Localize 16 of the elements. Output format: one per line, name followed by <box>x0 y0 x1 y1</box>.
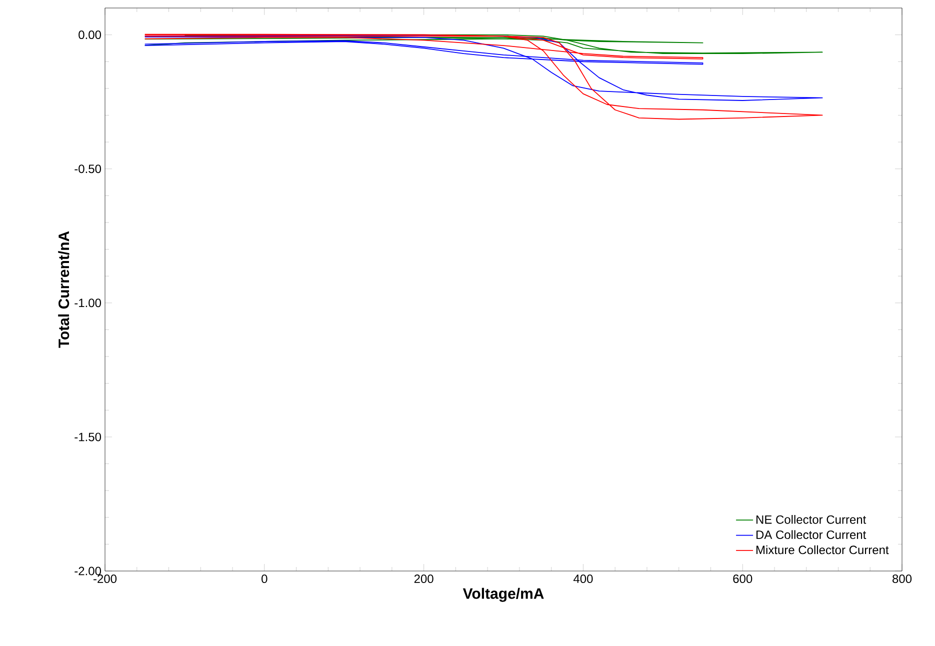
y-tick-label: 0.00 <box>78 30 102 40</box>
legend-label: NE Collector Current <box>756 515 866 524</box>
x-tick-label: 600 <box>733 574 752 584</box>
y-tick-label: -1.00 <box>74 298 102 308</box>
legend-label: Mixture Collector Current <box>756 545 889 554</box>
y-tick-label: -0.50 <box>74 164 102 174</box>
x-tick-label: 200 <box>414 574 434 584</box>
legend-label: DA Collector Current <box>756 530 866 540</box>
y-tick-label: -1.50 <box>74 432 102 442</box>
x-axis-title: Voltage/mA <box>462 588 544 602</box>
y-axis-title: Total Current/nA <box>58 231 70 348</box>
x-tick-label: 400 <box>573 574 593 584</box>
x-tick-label: 800 <box>892 574 912 584</box>
x-tick-label: 0 <box>262 574 268 584</box>
y-tick-label: -2.00 <box>74 566 102 576</box>
x-tick-label: -200 <box>94 574 117 584</box>
